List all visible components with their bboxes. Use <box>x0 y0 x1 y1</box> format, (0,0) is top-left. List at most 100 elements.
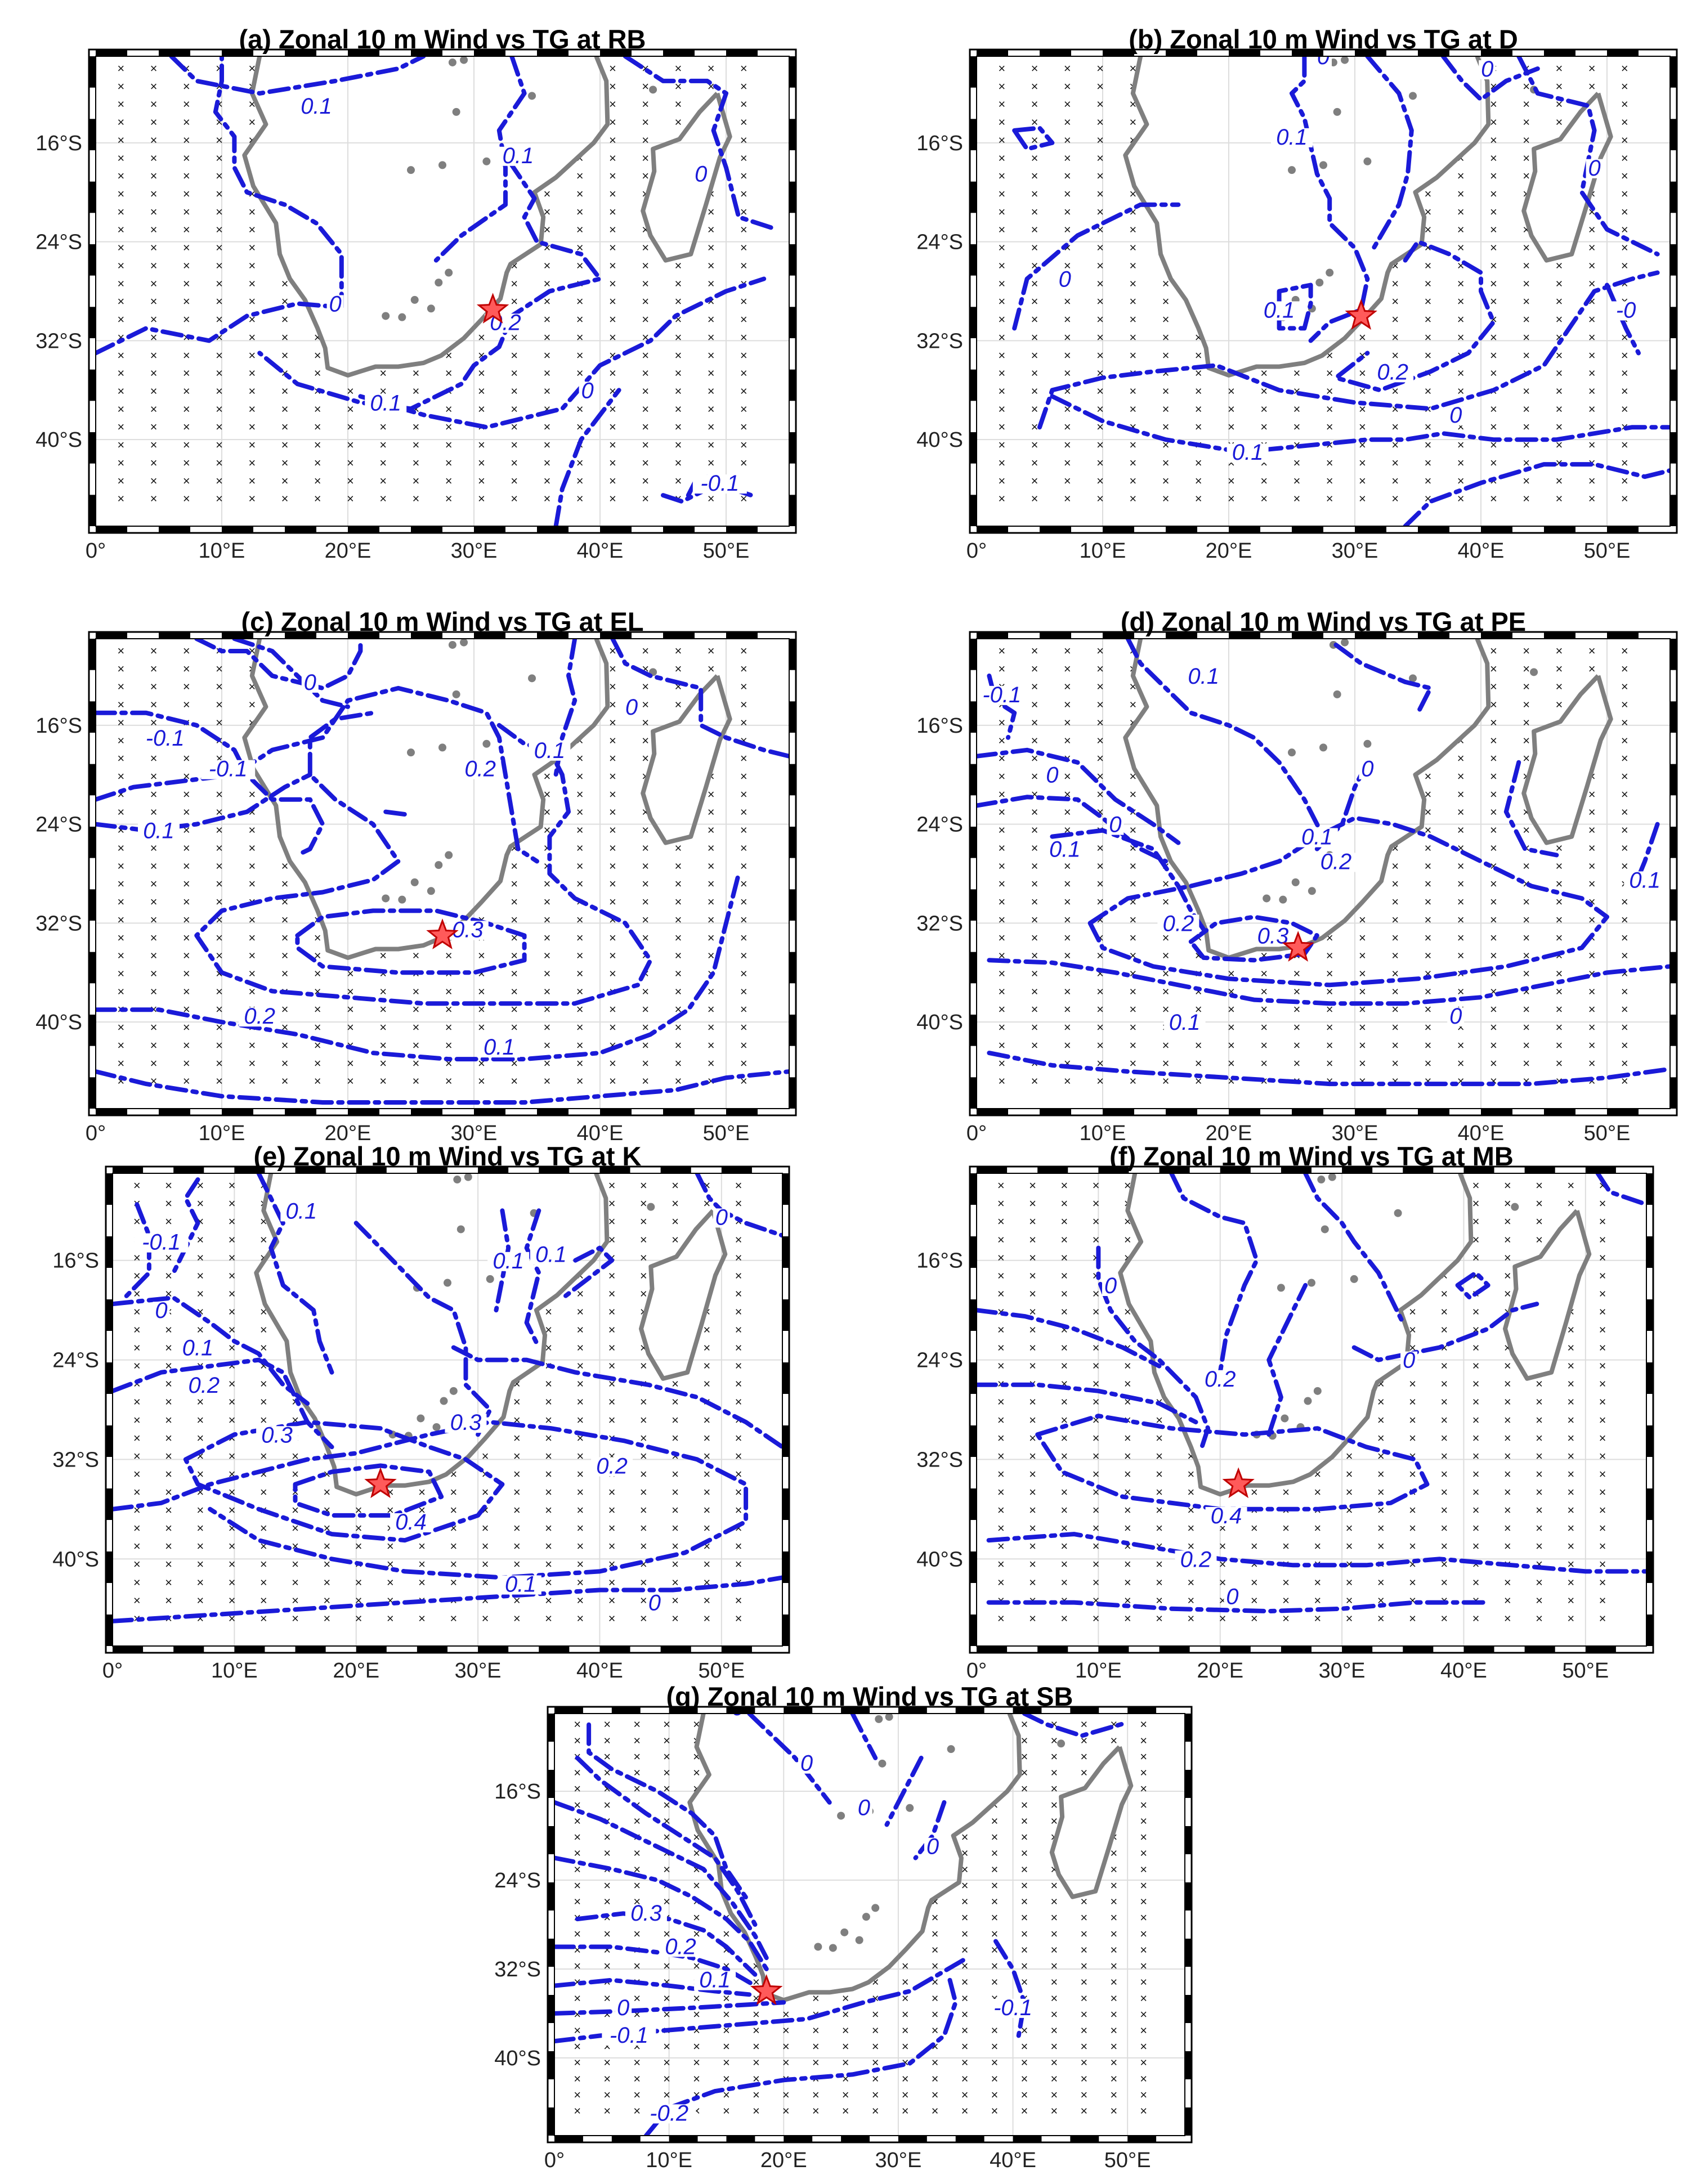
frame-tick <box>548 1939 554 1967</box>
correlation-contour <box>1351 1302 1539 1362</box>
significance-marker: × <box>347 474 354 488</box>
significance-marker: × <box>1490 115 1497 129</box>
significance-marker: × <box>513 1611 521 1625</box>
map-area <box>977 1173 1646 1646</box>
significance-marker: × <box>1064 859 1071 873</box>
significance-marker: × <box>1029 1503 1036 1517</box>
significance-marker: × <box>511 294 518 308</box>
significance-marker: × <box>248 931 256 945</box>
contour-label-bg <box>1107 815 1124 835</box>
frame-tick <box>554 1707 583 1714</box>
significance-marker: × <box>1504 1214 1511 1228</box>
significance-marker: × <box>1031 841 1039 855</box>
significance-marker: × <box>642 644 649 658</box>
significance-marker: × <box>1110 1943 1117 1957</box>
significance-marker: × <box>281 859 289 873</box>
significance-marker: × <box>997 1323 1005 1337</box>
x-tick-label: 10°E <box>211 1659 258 1683</box>
significance-marker: × <box>511 474 518 488</box>
significance-marker: × <box>740 169 747 183</box>
significance-marker: × <box>292 1593 299 1607</box>
significance-marker: × <box>1555 366 1563 380</box>
significance-marker: × <box>543 187 550 201</box>
significance-marker: × <box>543 276 550 290</box>
island-marker <box>1304 1397 1312 1405</box>
contour-label: 0.1 <box>182 1336 214 1361</box>
island-marker <box>1057 1739 1066 1748</box>
significance-marker: × <box>672 1539 679 1553</box>
significance-marker: × <box>165 1413 172 1427</box>
contour-label-bg <box>1296 828 1338 847</box>
frame-tick <box>970 1299 977 1331</box>
significance-marker: × <box>545 1377 552 1391</box>
significance-marker: × <box>347 492 354 506</box>
contour-label-bg <box>530 1245 572 1265</box>
significance-marker: × <box>997 1503 1005 1517</box>
significance-marker: × <box>642 420 649 434</box>
contour-label: 0.1 <box>493 1249 524 1273</box>
significance-marker: × <box>281 384 289 398</box>
significance-marker: × <box>165 1575 172 1589</box>
significance-marker: × <box>961 2104 969 2118</box>
significance-marker: × <box>248 276 256 290</box>
map-area <box>977 56 1670 526</box>
y-tick-label: 40°S <box>494 2047 541 2070</box>
significance-marker: × <box>642 456 649 470</box>
significance-marker: × <box>543 348 550 362</box>
significance-marker: × <box>1080 1991 1087 2005</box>
significance-marker: × <box>1080 1927 1087 1941</box>
significance-marker: × <box>1409 1304 1416 1319</box>
significance-marker: × <box>1326 492 1333 506</box>
significance-marker: × <box>640 1268 647 1282</box>
x-tick-label: 40°E <box>1440 1659 1487 1683</box>
frame-tick <box>599 1646 630 1653</box>
significance-marker: × <box>1093 1539 1100 1553</box>
significance-marker: × <box>248 402 256 416</box>
significance-marker: × <box>1096 151 1104 165</box>
significance-marker: × <box>281 1056 289 1070</box>
significance-marker: × <box>216 241 223 255</box>
significance-marker: × <box>1555 474 1563 488</box>
significance-marker: × <box>216 187 223 201</box>
madagascar-coastline <box>1521 92 1613 263</box>
significance-marker: × <box>1162 456 1170 470</box>
significance-marker: × <box>1029 1413 1036 1427</box>
contour-label-bg <box>591 1457 633 1477</box>
significance-marker: × <box>1457 205 1465 219</box>
significance-marker: × <box>150 715 158 729</box>
island-marker <box>1350 1275 1358 1283</box>
significance-marker: × <box>260 1557 267 1571</box>
frame-tick <box>1159 1167 1190 1173</box>
significance-marker: × <box>608 1611 616 1625</box>
significance-marker: × <box>1621 966 1628 980</box>
frame-tick <box>1463 1646 1494 1653</box>
significance-marker: × <box>608 1539 616 1553</box>
significance-marker: × <box>1156 1593 1163 1607</box>
significance-marker: × <box>932 2056 939 2070</box>
significance-marker: × <box>1424 1056 1431 1070</box>
significance-marker: × <box>991 1830 999 1844</box>
significance-marker: × <box>150 966 158 980</box>
contour-label-bg <box>1447 406 1465 426</box>
significance-marker: × <box>150 949 158 963</box>
significance-marker: × <box>1031 715 1039 729</box>
significance-marker: × <box>574 2071 581 2086</box>
island-marker <box>407 166 415 174</box>
frame-tick <box>1646 1488 1653 1520</box>
significance-marker: × <box>347 1020 354 1034</box>
frame-tick <box>1103 526 1134 533</box>
contour-label: 0.1 <box>1301 825 1333 850</box>
significance-marker: × <box>445 402 453 416</box>
contour-label-bg <box>692 165 710 185</box>
significance-marker: × <box>1588 841 1596 855</box>
significance-marker: × <box>1129 859 1136 873</box>
significance-marker: × <box>740 769 747 783</box>
significance-marker: × <box>1457 241 1465 255</box>
significance-marker: × <box>150 680 158 694</box>
contour-label: 0.1 <box>143 819 174 844</box>
correlation-contour <box>194 710 653 1006</box>
significance-marker: × <box>1124 1521 1131 1535</box>
significance-marker: × <box>183 348 190 362</box>
significance-marker: × <box>1457 949 1465 963</box>
significance-marker: × <box>543 984 550 998</box>
